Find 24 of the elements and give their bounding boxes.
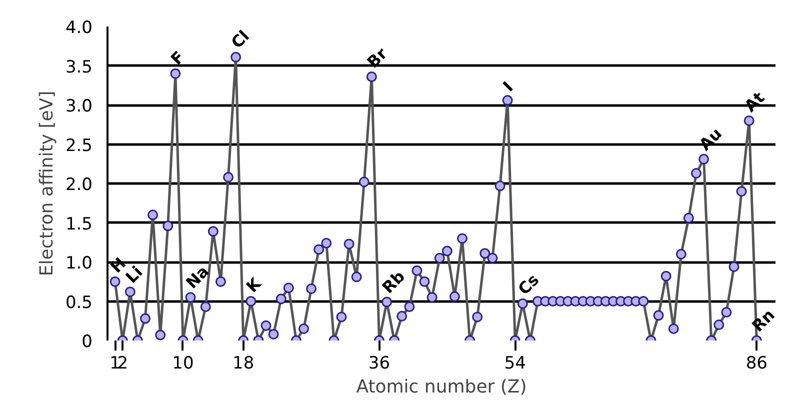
x-tick-label: 36: [368, 354, 390, 374]
y-tick-label: 2.5: [65, 136, 93, 156]
annotation: Na: [182, 262, 213, 292]
y-tick-label: 1.5: [65, 214, 93, 234]
annotation: Cs: [514, 270, 543, 299]
x-tick-label: 86: [746, 354, 768, 374]
x-axis-title: Atomic number (Z): [356, 376, 527, 398]
annotation: K: [242, 274, 266, 296]
annotation: Rn: [748, 305, 778, 336]
annotation: F: [166, 47, 188, 69]
annotation: Cl: [227, 26, 254, 52]
y-tick-label: 0: [82, 332, 93, 352]
y-axis-title: Electron affinity [eV]: [36, 90, 58, 276]
y-tick-label: 4.0: [65, 18, 93, 38]
x-tick-label: 54: [504, 354, 526, 374]
y-tick-label: 3.0: [65, 96, 93, 116]
y-tick-label: 0.5: [65, 292, 93, 313]
x-tick-label: 18: [232, 354, 254, 374]
y-tick-label: 3.5: [65, 57, 93, 78]
y-tick-label: 1.0: [65, 254, 93, 274]
annotation: I: [499, 78, 517, 96]
x-tick-label: 10: [172, 354, 194, 374]
y-tick-label: 2.0: [65, 175, 93, 195]
annotation: Rb: [378, 266, 409, 298]
